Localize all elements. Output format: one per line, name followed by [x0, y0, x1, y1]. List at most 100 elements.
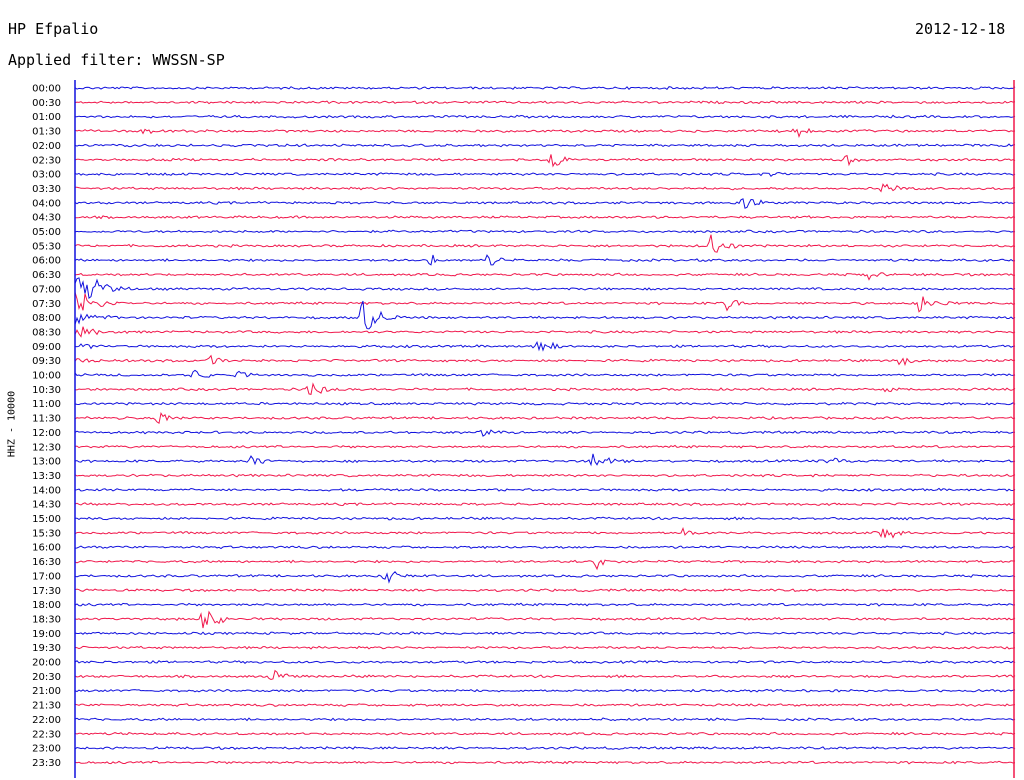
row-time-label: 08:00 — [32, 313, 61, 324]
trace-row-1500 — [74, 516, 1016, 521]
trace-row-2200 — [74, 717, 1016, 722]
row-time-label: 16:30 — [32, 557, 61, 568]
trace-row-0700 — [74, 277, 1016, 300]
row-time-label: 00:30 — [32, 98, 61, 109]
trace-row-2130 — [74, 703, 1016, 708]
row-time-label: 19:30 — [32, 643, 61, 654]
trace-row-0900 — [74, 341, 1016, 352]
trace-row-1430 — [74, 502, 1016, 507]
date-label: 2012-12-18 — [915, 20, 1006, 38]
row-time-label: 16:00 — [32, 543, 61, 554]
row-time-label: 07:30 — [32, 299, 61, 310]
station-title: HP Efpalio — [8, 20, 99, 38]
trace-row-0830 — [74, 326, 1016, 338]
trace-row-0800 — [74, 300, 1016, 330]
trace-row-0400 — [74, 198, 1016, 209]
plot-frame-markers — [74, 80, 1015, 778]
row-time-label: 03:30 — [32, 184, 61, 195]
trace-row-1400 — [74, 487, 1016, 492]
trace-row-0100 — [74, 114, 1016, 119]
trace-row-0000 — [74, 86, 1016, 91]
row-time-label: 05:00 — [32, 227, 61, 238]
trace-row-0330 — [74, 183, 1015, 193]
seismic-traces — [74, 86, 1016, 765]
trace-row-0630 — [74, 272, 1016, 281]
row-time-label: 20:30 — [32, 672, 61, 683]
row-time-label: 18:30 — [32, 614, 61, 625]
row-time-label: 12:30 — [32, 442, 61, 453]
trace-row-1800 — [74, 602, 1016, 607]
row-time-label: 19:00 — [32, 629, 61, 640]
trace-row-0600 — [74, 254, 1016, 266]
row-time-label: 17:30 — [32, 586, 61, 597]
trace-row-1200 — [74, 429, 1015, 437]
trace-row-0130 — [74, 127, 1016, 139]
row-time-label: 02:00 — [32, 141, 61, 152]
filter-label: Applied filter: WWSSN-SP — [8, 51, 225, 69]
row-time-label: 09:30 — [32, 356, 61, 367]
row-time-label: 03:00 — [32, 170, 61, 181]
trace-row-1730 — [74, 588, 1016, 593]
row-time-label: 11:00 — [32, 399, 61, 410]
trace-row-1900 — [74, 631, 1016, 636]
row-time-label: 05:30 — [32, 241, 61, 252]
trace-row-2330 — [74, 760, 1016, 765]
trace-row-1030 — [74, 382, 1016, 396]
trace-row-1330 — [74, 473, 1016, 478]
trace-row-2300 — [74, 746, 1016, 750]
trace-row-0530 — [74, 234, 1016, 253]
row-time-label: 08:30 — [32, 327, 61, 338]
trace-row-1530 — [74, 526, 1016, 539]
row-time-label: 09:00 — [32, 342, 61, 353]
trace-row-0300 — [74, 171, 1016, 178]
trace-row-2230 — [74, 731, 1016, 736]
trace-row-1000 — [74, 369, 1016, 378]
row-time-label: 15:30 — [32, 528, 61, 539]
row-time-label: 14:00 — [32, 485, 61, 496]
row-time-label: 21:00 — [32, 686, 61, 697]
row-time-label: 22:30 — [32, 729, 61, 740]
row-time-label: 22:00 — [32, 715, 61, 726]
trace-row-1130 — [74, 411, 1016, 425]
row-time-label: 06:00 — [32, 256, 61, 267]
row-time-label: 20:00 — [32, 658, 61, 669]
row-time-label: 07:00 — [32, 284, 61, 295]
row-time-label: 21:30 — [32, 701, 61, 712]
row-time-label: 13:00 — [32, 457, 61, 468]
trace-row-0930 — [74, 354, 1016, 367]
trace-row-2030 — [74, 669, 1016, 681]
trace-row-1930 — [74, 645, 1016, 650]
row-time-label: 02:30 — [32, 155, 61, 166]
row-time-label: 01:00 — [32, 112, 61, 123]
row-time-label: 10:30 — [32, 385, 61, 396]
row-time-label: 23:00 — [32, 744, 61, 755]
trace-row-1630 — [74, 559, 1015, 571]
row-time-label: 06:30 — [32, 270, 61, 281]
row-time-label: 18:00 — [32, 600, 61, 611]
row-time-label: 00:00 — [32, 84, 61, 95]
row-time-label: 11:30 — [32, 414, 61, 425]
row-time-label: 13:30 — [32, 471, 61, 482]
row-time-label: 15:00 — [32, 514, 61, 525]
time-tick-labels: 00:00 00:30 01:00 01:30 02:00 02:30 03:00 03:30… — [32, 84, 61, 769]
trace-row-1700 — [74, 571, 1016, 584]
trace-row-2000 — [74, 660, 1016, 665]
trace-row-0730 — [74, 292, 1016, 313]
trace-row-0030 — [74, 100, 1016, 105]
trace-row-0230 — [74, 154, 1016, 168]
trace-row-1230 — [74, 444, 1016, 449]
row-time-label: 04:30 — [32, 213, 61, 224]
trace-row-0200 — [74, 143, 1016, 148]
trace-row-2100 — [74, 688, 1016, 693]
trace-row-1600 — [74, 545, 1016, 550]
row-time-label: 23:30 — [32, 758, 61, 769]
row-time-label: 12:00 — [32, 428, 61, 439]
row-time-label: 10:00 — [32, 371, 61, 382]
trace-row-0430 — [75, 215, 1016, 220]
row-time-label: 17:00 — [32, 571, 61, 582]
row-time-label: 04:00 — [32, 198, 61, 209]
row-time-label: 14:30 — [32, 500, 61, 511]
trace-row-1300 — [74, 453, 1016, 467]
trace-row-1100 — [74, 401, 1016, 406]
